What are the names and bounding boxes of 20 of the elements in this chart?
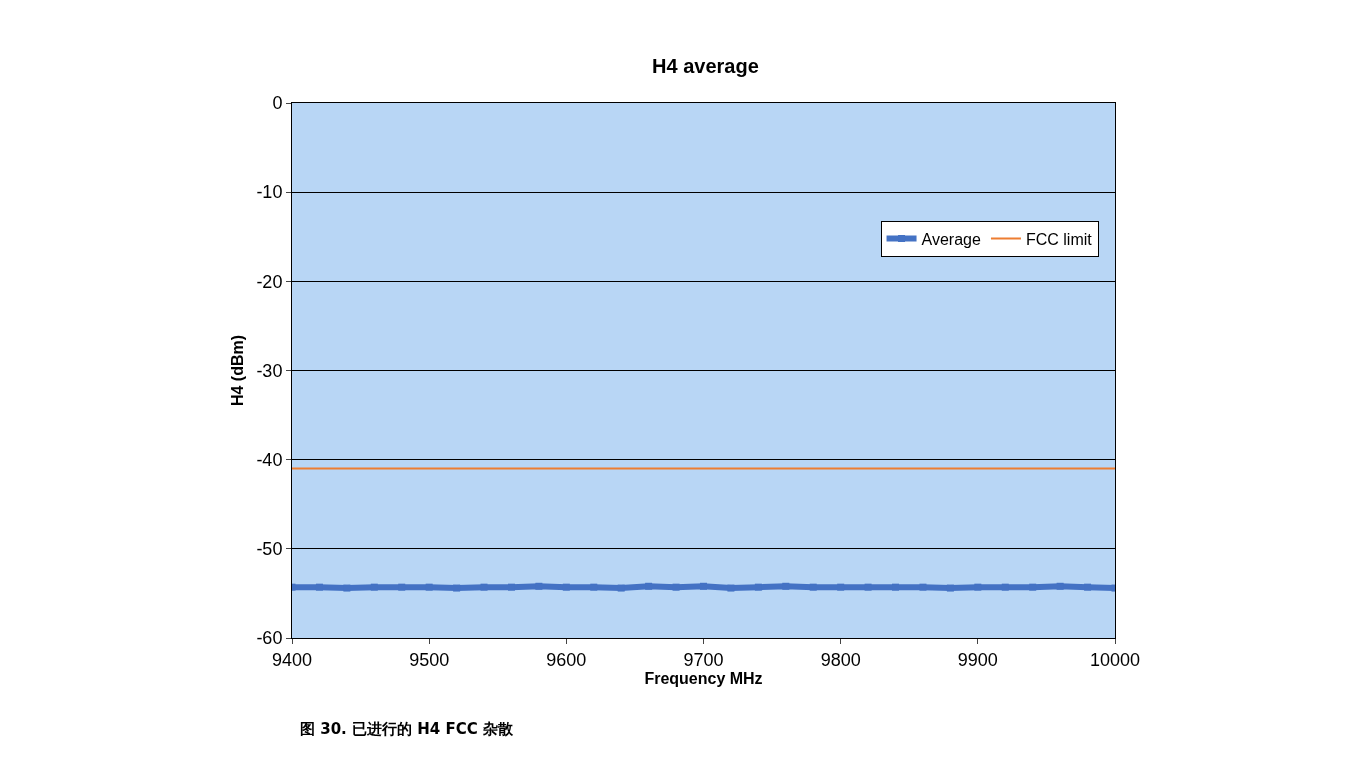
legend-label: FCC limit xyxy=(1025,230,1093,248)
y-tick-label: 0 xyxy=(272,93,283,114)
chart-title: H4 average xyxy=(652,55,759,78)
y-tick-label: -10 xyxy=(256,182,283,203)
x-tick-label: 9900 xyxy=(957,649,998,670)
x-tick-label: 9400 xyxy=(271,649,313,670)
legend-label: Average xyxy=(921,230,981,248)
x-tick-label: 10000 xyxy=(1089,649,1141,670)
y-axis-title: H4 (dBm) xyxy=(229,334,247,407)
x-tick-label: 9800 xyxy=(820,649,861,670)
x-axis-title: Frequency MHz xyxy=(644,670,763,688)
y-tick-label: -30 xyxy=(256,360,283,381)
y-tick-label: -50 xyxy=(256,539,283,560)
y-tick-label: -40 xyxy=(256,449,283,470)
x-tick-label: 9700 xyxy=(683,649,724,670)
y-tick-label: -20 xyxy=(256,271,283,292)
x-tick-label: 9600 xyxy=(546,649,587,670)
y-tick-label: -60 xyxy=(256,628,283,649)
caption: 图 30. 已进行的 H4 FCC 杂散 xyxy=(300,720,514,738)
x-tick-label: 9500 xyxy=(409,649,450,670)
